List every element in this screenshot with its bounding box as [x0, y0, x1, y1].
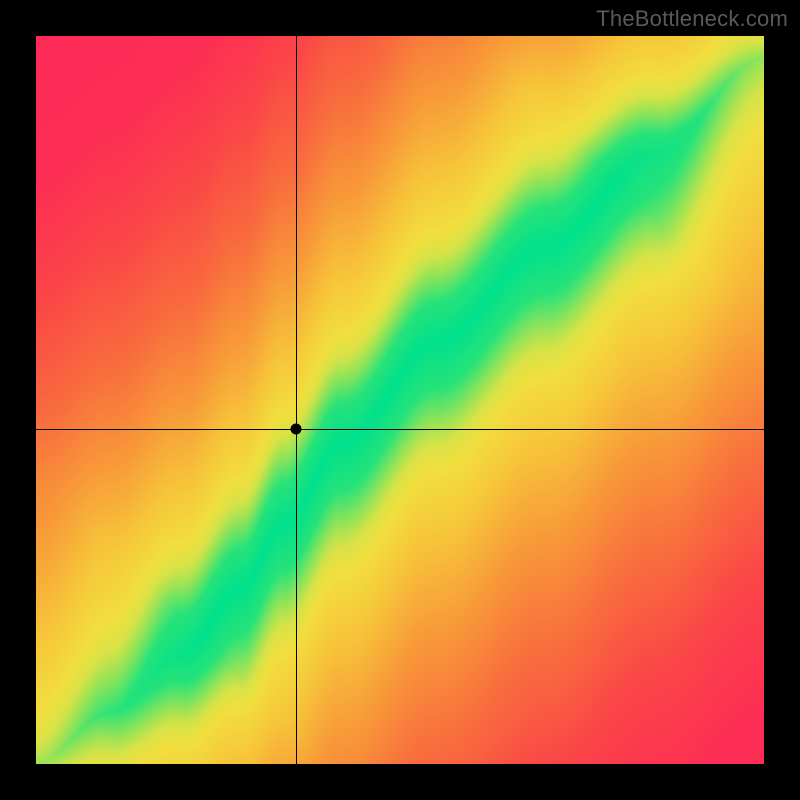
crosshair-marker: [290, 424, 301, 435]
chart-container: TheBottleneck.com: [0, 0, 800, 800]
crosshair-horizontal: [36, 429, 764, 430]
plot-area: [36, 36, 764, 764]
watermark-text: TheBottleneck.com: [596, 6, 788, 32]
heatmap-canvas: [36, 36, 764, 764]
crosshair-vertical: [296, 36, 297, 764]
